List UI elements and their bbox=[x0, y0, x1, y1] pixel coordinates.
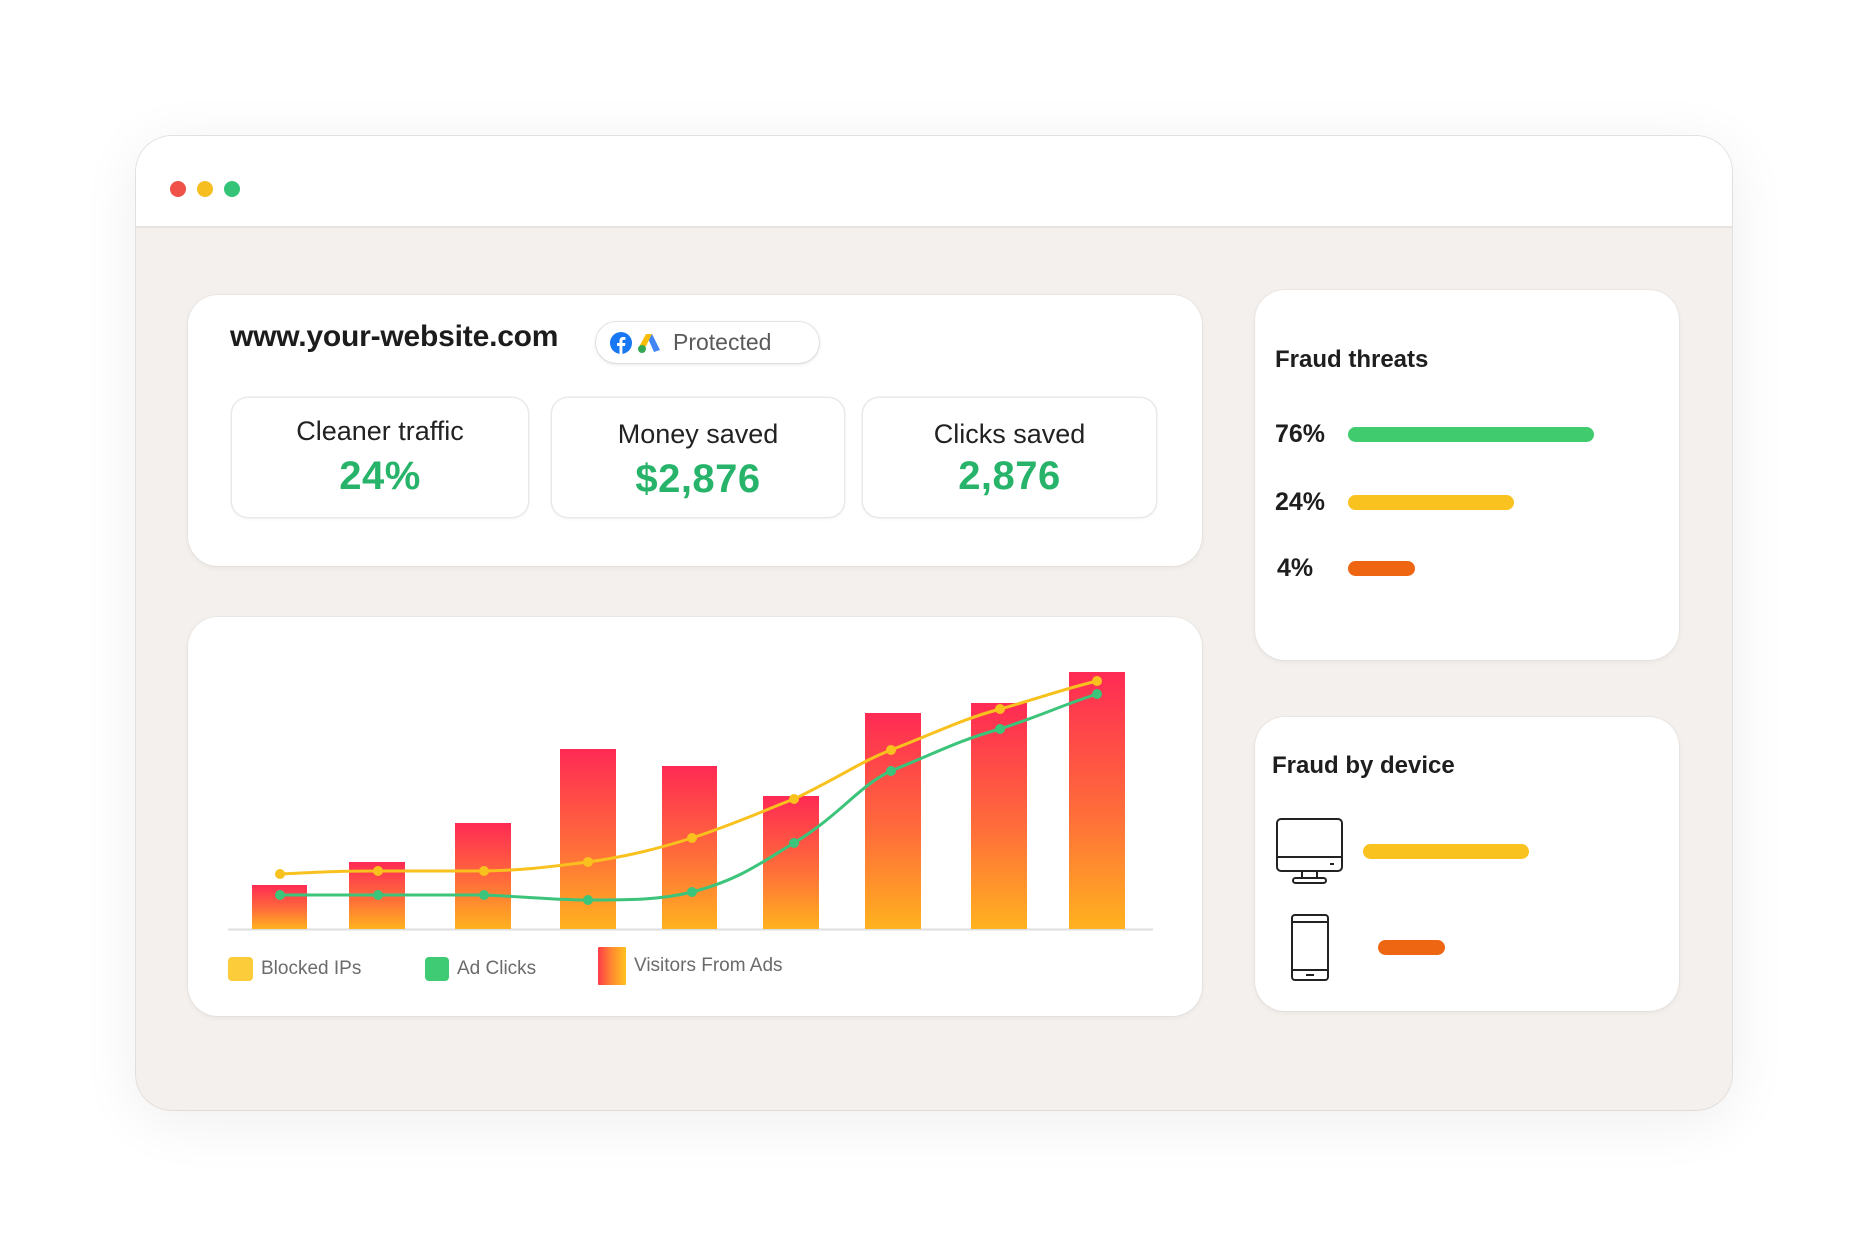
stat-label: Clicks saved bbox=[933, 419, 1086, 449]
combo-chart bbox=[228, 672, 1153, 931]
traffic-chart-card: Blocked IPs Ad Clicks Visitors From Ads bbox=[188, 617, 1202, 1016]
window-titlebar bbox=[136, 136, 1732, 228]
site-url: www.your-website.com bbox=[230, 320, 559, 353]
threat-percent: 24% bbox=[1275, 488, 1326, 516]
google-ads-icon bbox=[637, 332, 661, 354]
fraud-by-device-title: Fraud by device bbox=[1272, 752, 1455, 779]
green-swatch-icon bbox=[425, 957, 449, 981]
threat-row: 24% bbox=[1275, 488, 1514, 517]
threat-bar-green bbox=[1348, 427, 1594, 442]
threat-percent: 4% bbox=[1277, 554, 1314, 582]
legend-label: Blocked IPs bbox=[261, 958, 362, 979]
minimize-window-button[interactable] bbox=[197, 181, 213, 197]
stat-card-money-saved: Money saved $2,876 bbox=[552, 398, 844, 517]
device-bar-desktop bbox=[1363, 843, 1529, 859]
protected-badge: Protected bbox=[596, 322, 819, 363]
site-summary-card: www.your-website.com Protected Cleaner t… bbox=[188, 295, 1202, 566]
mobile-phone-icon bbox=[1275, 913, 1345, 981]
stat-value: 24% bbox=[339, 454, 421, 498]
gradient-swatch-icon bbox=[598, 947, 626, 985]
device-row-mobile bbox=[1275, 913, 1445, 981]
browser-window: www.your-website.com Protected Cleaner t… bbox=[136, 136, 1732, 1110]
threat-row: 4% bbox=[1275, 554, 1415, 583]
line-series-ad-clicks bbox=[275, 689, 1102, 905]
threat-percent: 76% bbox=[1275, 420, 1326, 448]
threat-row: 76% bbox=[1275, 420, 1594, 449]
stat-card-cleaner-traffic: Cleaner traffic 24% bbox=[232, 398, 528, 517]
device-row-desktop bbox=[1275, 817, 1529, 885]
maximize-window-button[interactable] bbox=[224, 181, 240, 197]
legend-label: Visitors From Ads bbox=[634, 955, 783, 976]
legend-item-ad-clicks[interactable]: Ad Clicks bbox=[425, 957, 536, 981]
legend-label: Ad Clicks bbox=[457, 958, 537, 979]
device-bar-mobile bbox=[1378, 939, 1445, 955]
legend-item-blocked-ips[interactable]: Blocked IPs bbox=[228, 957, 361, 981]
facebook-icon bbox=[610, 331, 632, 354]
line-series-blocked-ips bbox=[275, 676, 1102, 879]
stat-label: Cleaner traffic bbox=[296, 416, 464, 446]
close-window-button[interactable] bbox=[170, 181, 186, 197]
stat-card-clicks-saved: Clicks saved 2,876 bbox=[863, 398, 1156, 517]
stat-value: $2,876 bbox=[635, 457, 761, 501]
stat-label: Money saved bbox=[617, 419, 779, 449]
desktop-monitor-icon bbox=[1275, 817, 1345, 885]
fraud-threats-title: Fraud threats bbox=[1275, 346, 1429, 373]
threat-bar-orange bbox=[1348, 561, 1415, 576]
stat-value: 2,876 bbox=[958, 454, 1061, 498]
fraud-by-device-card: Fraud by device bbox=[1255, 717, 1679, 1011]
fraud-threats-card: Fraud threats 76% 24% 4% bbox=[1255, 290, 1679, 660]
yellow-swatch-icon bbox=[228, 957, 253, 981]
legend-item-visitors-from-ads[interactable]: Visitors From Ads bbox=[598, 947, 783, 985]
threat-bar-yellow bbox=[1348, 495, 1514, 510]
protected-label: Protected bbox=[673, 329, 772, 355]
